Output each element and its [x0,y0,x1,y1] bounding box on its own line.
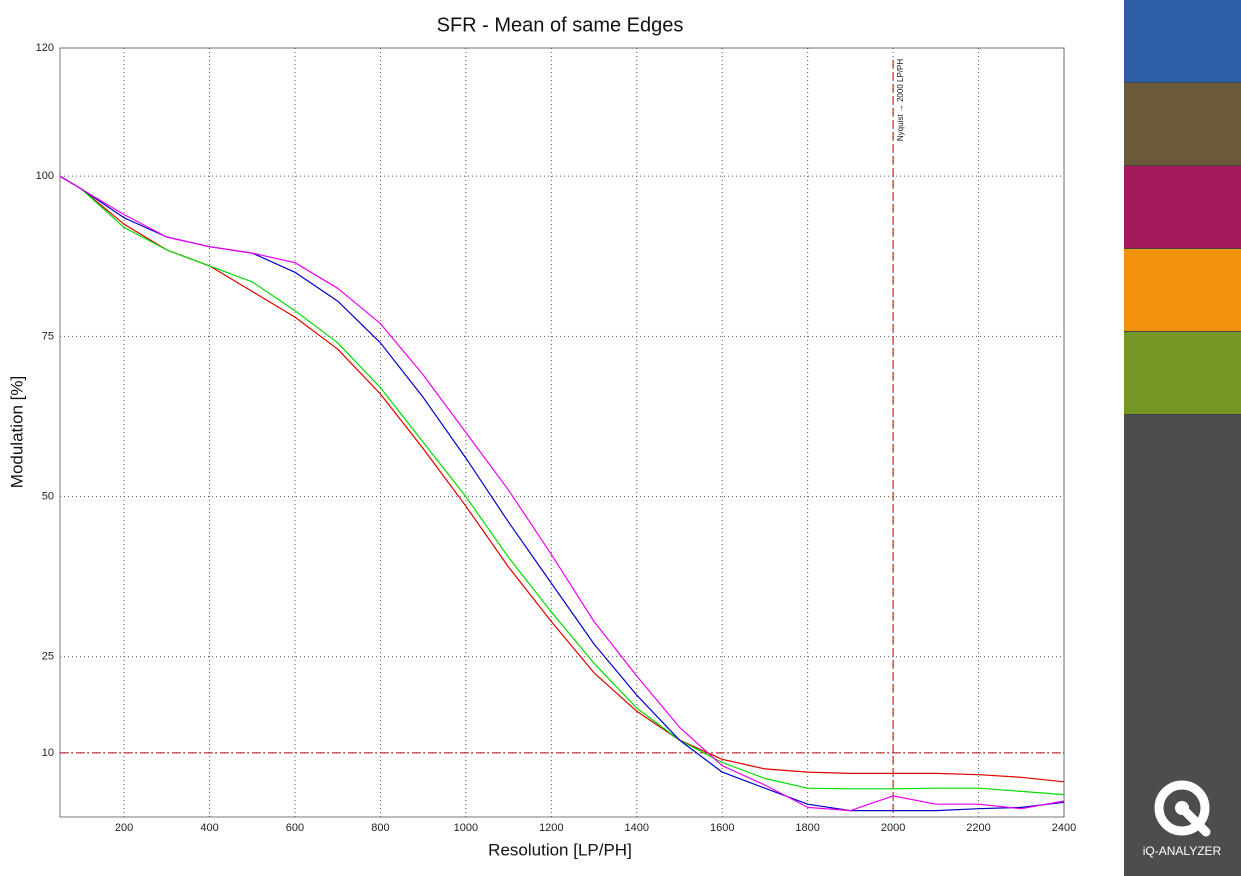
logo-tail [1181,807,1211,837]
x-tick-label: 200 [115,822,133,834]
x-tick-label: 800 [371,822,389,834]
logo-text: iQ-ANALYZER [1143,844,1222,858]
chart: SFR - Mean of same Edges Resolution [LP/… [7,14,1076,859]
x-tick-label: 1400 [625,822,649,834]
color-block [1124,83,1241,166]
y-tick-label: 10 [42,747,54,759]
color-block [1124,249,1241,332]
y-tick-label: 75 [42,330,54,342]
x-tick-label: 1000 [454,822,478,834]
x-tick-label: 400 [200,822,218,834]
y-tick-label: 50 [42,490,54,502]
x-tick-label: 1200 [539,822,563,834]
nyquist-label: Nyquist → 2000 LP/PH [896,59,905,141]
sidebar: iQ-ANALYZER [1124,0,1241,876]
y-axis-label: Modulation [%] [7,376,26,488]
logo: iQ-ANALYZER [1143,780,1222,858]
y-tick-label: 25 [42,651,54,663]
x-tick-label: 1600 [710,822,734,834]
x-tick-label: 1800 [795,822,819,834]
x-tick-label: 2200 [966,822,990,834]
color-block [1124,332,1241,415]
x-tick-label: 2400 [1052,822,1076,834]
x-axis-label: Resolution [LP/PH] [488,840,632,859]
y-tick-label: 120 [36,42,54,54]
x-tick-label: 2000 [881,822,905,834]
logo-ring [1154,780,1210,836]
series-line [59,175,1065,812]
y-tick-label: 100 [36,170,54,182]
color-block [1124,0,1241,83]
x-tick-label: 600 [286,822,304,834]
series-line [59,175,1065,796]
plot-area [59,47,1065,818]
chart-title: SFR - Mean of same Edges [437,14,684,36]
color-block [1124,166,1241,249]
